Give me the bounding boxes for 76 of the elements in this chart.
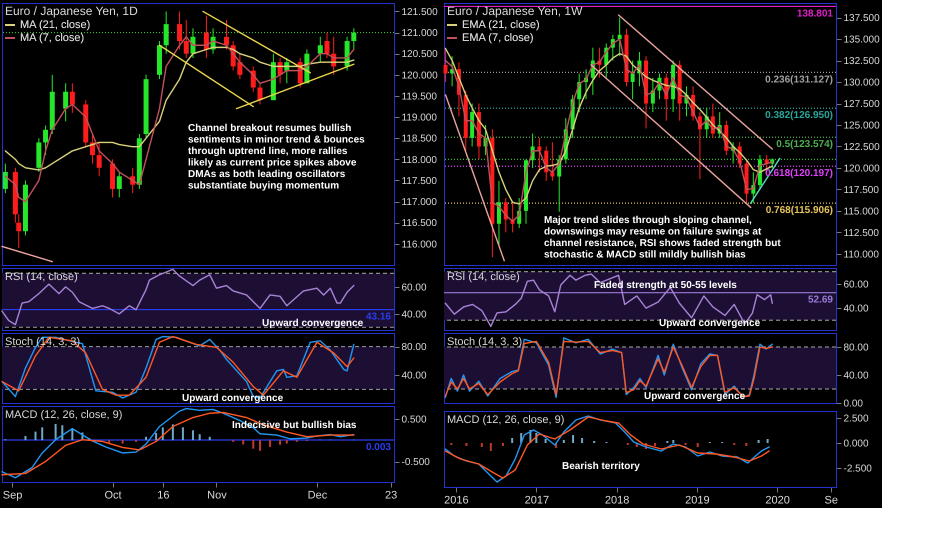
ref-line-label: 0.236(131.127) (765, 74, 833, 86)
y-tick-label: 40.00 (402, 309, 427, 320)
ref-line-label: 138.801 (796, 8, 834, 20)
legend-label: EMA (21, close) (462, 19, 540, 31)
y-tick-label: 127.500 (844, 99, 880, 110)
chart-title: Euro / Japanese Yen, 1W (447, 4, 584, 18)
y-tick-label: 117.000 (402, 197, 438, 208)
y-tick-label: 120.500 (402, 49, 438, 60)
legend-label: EMA (7, close) (462, 32, 534, 44)
y-tick-label: 40.00 (402, 370, 427, 382)
annotation: Upward convergence (182, 393, 284, 404)
x-tick-label: 2017 (524, 494, 550, 506)
chart-title: Euro / Japanese Yen, 1D (5, 4, 138, 18)
chart-title: Stoch (14, 3, 3) (447, 336, 522, 348)
y-tick-label: 0.00 (844, 398, 864, 410)
ref-line-label: 43.16 (366, 312, 392, 323)
x-tick-label: Sep (2, 490, 22, 502)
y-tick-label: 40.00 (844, 304, 869, 315)
annotation: Bearish territory (562, 461, 640, 472)
y-tick-label: 117.500 (402, 176, 438, 187)
y-tick-label: 118.000 (402, 154, 438, 166)
y-tick-label: 110.000 (844, 249, 880, 260)
x-tick-label: 23 (385, 490, 398, 502)
legend-label: MA (21, close) (20, 19, 90, 31)
x-tick-label: Dec (308, 490, 328, 502)
y-tick-label: 119.500 (402, 91, 438, 102)
x-tick-label: 16 (157, 490, 170, 502)
y-tick-label: 115.000 (844, 206, 880, 218)
x-tick-label: Nov (207, 490, 228, 502)
y-tick-label: 116.500 (402, 218, 438, 230)
y-tick-label: 60.00 (402, 282, 427, 294)
y-tick-label: 80.00 (844, 342, 869, 354)
y-tick-label: 112.500 (844, 228, 880, 239)
x-tick-label: Oct (104, 490, 122, 502)
y-tick-label: 130.000 (844, 78, 880, 89)
y-tick-label: 80.00 (402, 342, 427, 354)
y-tick-label: 132.500 (844, 56, 880, 68)
y-tick-label: 120.000 (402, 70, 438, 82)
y-tick-label: 60.00 (844, 279, 869, 290)
ref-line-label: 52.69 (808, 294, 834, 306)
y-tick-label: 40.00 (844, 370, 869, 382)
ref-line-label: 0.382(126.950) (765, 110, 833, 122)
y-tick-label: 117.500 (844, 184, 880, 196)
y-tick-label: 120.000 (844, 163, 880, 174)
legend-label: MA (7, close) (20, 32, 84, 44)
ref-line-label: 0.003 (366, 442, 392, 454)
chart-title: RSI (14, close) (5, 271, 78, 283)
x-tick-label: Se (824, 494, 838, 506)
ref-line-label: 0.768(115.906) (766, 205, 833, 216)
chart-title: RSI (14, close) (447, 271, 520, 283)
y-tick-label: 116.000 (402, 239, 438, 250)
x-tick-label: 2016 (444, 494, 469, 506)
y-tick-label: 0.000 (844, 438, 869, 450)
annotation: Upward convergence (659, 318, 761, 329)
y-tick-label: 118.500 (402, 134, 438, 145)
x-tick-label: 2020 (765, 494, 790, 506)
y-tick-label: 135.000 (844, 34, 880, 46)
y-tick-label: 121.000 (402, 28, 438, 40)
annotation: Upward convergence (262, 318, 364, 329)
y-tick-label: 121.500 (402, 6, 438, 18)
y-tick-label: 137.500 (844, 13, 880, 24)
y-tick-label: 119.000 (402, 112, 438, 124)
annotation: Channel breakout resumes bullish sentiments in minor trend & bounces through uptrend line, more rallies likely as current price spikes above DMAs as both leading oscillators substantiate buying momentum (188, 123, 366, 192)
x-tick-label: 2019 (685, 494, 710, 506)
ref-line-label: 0.5(123.574) (776, 139, 833, 150)
y-tick-label: -0.500 (402, 457, 430, 468)
y-tick-label: 2.500 (844, 414, 869, 424)
x-tick-label: 2018 (604, 494, 630, 506)
y-tick-label: -2.500 (844, 464, 872, 474)
chart-title: MACD (12, 26, close, 9) (447, 414, 564, 426)
annotation: Upward convergence (644, 391, 746, 402)
y-tick-label: 122.500 (844, 142, 880, 153)
chart-title: MACD (12, 26, close, 9) (5, 409, 122, 421)
y-tick-label: 0.500 (402, 414, 427, 426)
annotation: Major trend slides through sloping channel, downswings may resume on failure swings at channel resistance, RSI shows faded strength but stochastic & MACD still mildly bullish bias (544, 215, 782, 260)
y-tick-label: 125.000 (844, 120, 880, 132)
